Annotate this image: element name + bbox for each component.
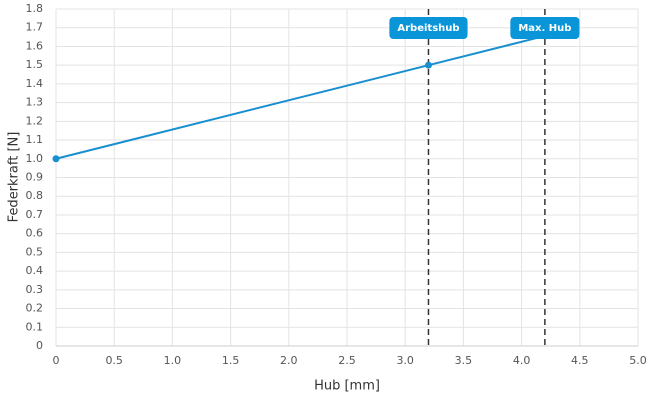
annotation-label: Max. Hub (518, 23, 571, 34)
x-axis-title: Hub [mm] (314, 379, 380, 394)
y-tick-label: 1.1 (26, 133, 44, 146)
annotation: Arbeitshub (389, 17, 468, 39)
x-tick-label: 4.0 (513, 354, 531, 367)
y-tick-label: 0.7 (26, 208, 44, 221)
x-tick-label: 3.0 (396, 354, 414, 367)
x-tick-label: 3.5 (455, 354, 473, 367)
y-tick-label: 0.2 (26, 302, 44, 315)
y-tick-label: 0 (36, 339, 43, 352)
y-tick-label: 1.5 (26, 58, 44, 71)
y-tick-label: 0.9 (26, 171, 44, 184)
x-tick-label: 5.0 (629, 354, 647, 367)
y-tick-label: 0.3 (26, 283, 44, 296)
point (424, 61, 432, 69)
y-tick-label: 1.8 (26, 2, 44, 15)
y-tick-label: 0.8 (26, 189, 44, 202)
y-tick-label: 0.1 (26, 320, 44, 333)
x-tick-label: 4.5 (571, 354, 589, 367)
x-tick-label: 0 (53, 354, 60, 367)
y-tick-label: 1.4 (26, 77, 44, 90)
y-tick-label: 0.6 (26, 227, 44, 240)
annotation-label: Arbeitshub (397, 23, 459, 34)
y-tick-label: 1.3 (26, 96, 44, 109)
y-tick-label: 0.4 (26, 264, 44, 277)
y-axis-title: Federkraft [N] (7, 132, 22, 223)
point (52, 155, 60, 163)
y-tick-label: 1.2 (26, 114, 44, 127)
x-tick-label: 1.5 (222, 354, 240, 367)
y-tick-label: 0.5 (26, 245, 44, 258)
x-tick-label: 0.5 (105, 354, 123, 367)
annotation-box (510, 17, 580, 39)
y-tick-label: 1.7 (26, 21, 44, 34)
annotation: Max. Hub (510, 17, 580, 39)
y-tick-label: 1.6 (26, 39, 44, 52)
annotation-box (389, 17, 468, 39)
x-tick-label: 2.5 (338, 354, 356, 367)
y-tick-label: 1.0 (26, 152, 44, 165)
x-tick-label: 1.0 (164, 354, 182, 367)
x-tick-label: 2.0 (280, 354, 298, 367)
